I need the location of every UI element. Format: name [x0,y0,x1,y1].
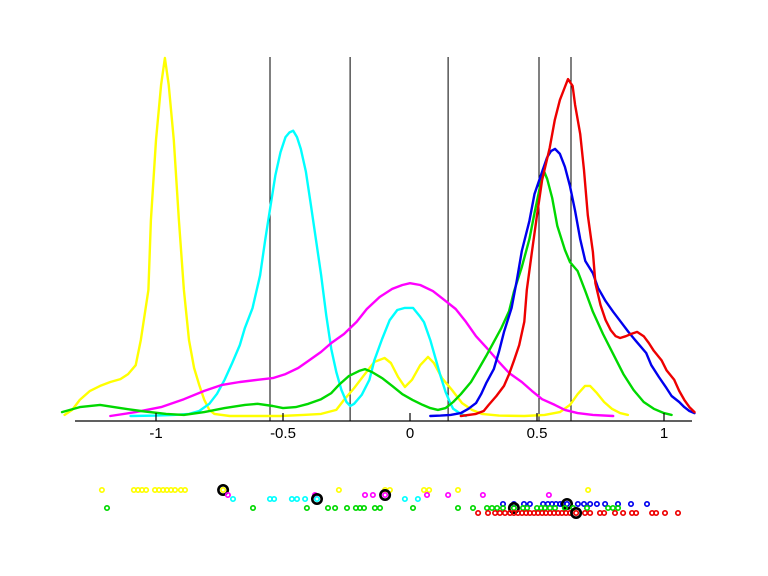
density-curve-green [60,167,673,417]
sample-points-layer [98,483,682,519]
data-point-red [501,509,509,517]
data-point-green [605,504,612,512]
data-point-red [492,509,499,517]
data-point-red [611,509,619,517]
data-point-yellow [143,486,150,494]
data-point-yellow [171,486,179,494]
data-point-green [454,504,462,512]
x-axis: -1 -0.5 0 0.5 1 [75,413,692,442]
highlighted-point-yellow [220,486,227,494]
x-tick-label: 1 [660,425,668,442]
density-curve-cyan [129,129,468,418]
data-point-green [546,504,554,512]
highlighted-point-magenta [382,491,389,499]
data-point-cyan [414,495,421,503]
data-point-cyan [302,495,309,503]
data-point-cyan [271,495,278,503]
data-point-green [409,504,417,512]
data-point-magenta [369,491,376,499]
density-curves-layer [60,56,696,418]
density-curve-blue [429,147,696,418]
data-point-green [583,504,591,512]
data-point-green [360,504,368,512]
data-point-blue [587,500,594,508]
data-point-red [620,509,627,517]
data-point-green [483,504,491,512]
data-point-magenta [361,491,369,499]
data-point-blue [526,500,533,508]
data-point-yellow [585,486,592,494]
highlighted-point-green [510,504,517,512]
highlighted-point-red [573,509,580,517]
data-point-magenta [224,491,231,499]
data-point-green [494,504,501,512]
data-point-magenta [445,491,452,499]
data-point-green [332,504,339,512]
data-point-green [524,504,531,512]
data-point-cyan [401,495,408,503]
data-point-green [324,504,332,512]
data-point-red [633,509,640,517]
density-curve-red [459,77,696,418]
data-point-red [587,509,594,517]
data-point-green [488,504,496,512]
data-point-blue [593,500,600,508]
data-point-green [343,504,351,512]
x-tick-label: 0.5 [527,425,548,442]
highlight-ring-cyan [310,492,323,505]
data-point-red [484,509,492,517]
data-point-green [103,504,111,512]
data-point-blue [580,500,588,508]
data-point-yellow [335,486,342,494]
highlight-ring-yellow [217,483,230,496]
data-point-red [475,509,482,517]
data-point-cyan [293,495,301,503]
x-tick-label: 0 [406,425,414,442]
data-point-green [609,504,616,512]
data-point-blue [574,500,581,508]
data-point-green [614,504,622,512]
data-point-red [653,509,660,517]
data-point-yellow [98,486,105,494]
x-tick-label: -1 [149,425,162,442]
highlight-ring-red [570,506,583,519]
data-point-magenta [545,491,552,499]
data-point-green [541,504,548,512]
density-curve-yellow [63,56,630,418]
data-point-magenta [479,491,486,499]
x-tick-label: -0.5 [270,425,296,442]
data-point-green [469,504,477,512]
data-point-red [601,509,608,517]
data-point-green [499,504,507,512]
data-point-green [249,504,257,512]
highlight-ring-green [507,501,520,514]
data-point-yellow [454,486,462,494]
data-point-yellow [420,486,428,494]
reference-lines-layer [269,57,572,421]
data-point-blue [627,500,635,508]
data-point-green [371,504,378,512]
data-point-yellow [426,486,433,494]
data-point-red [674,509,682,517]
data-point-red [581,509,589,517]
data-point-green [303,504,310,512]
highlight-ring-magenta [379,488,392,501]
data-point-magenta [423,491,431,499]
data-point-blue [643,500,651,508]
data-point-blue [602,500,609,508]
highlighted-point-cyan [313,495,321,503]
data-point-cyan [229,495,237,503]
data-point-green [376,504,384,512]
data-point-red [496,509,503,517]
data-point-cyan [288,495,295,503]
data-point-red [661,509,669,517]
density-curve-magenta [109,282,615,418]
data-point-yellow [181,486,189,494]
data-point-green [551,504,559,512]
